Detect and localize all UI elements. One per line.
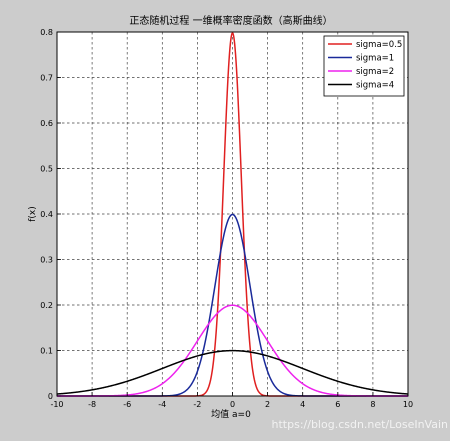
chart-title: 正态随机过程 一维概率密度函数（高斯曲线） xyxy=(129,14,332,27)
y-tick-label: 0 xyxy=(48,392,53,401)
watermark: https://blog.csdn.net/LoseInVain xyxy=(272,418,449,431)
y-tick-label: 0.6 xyxy=(40,119,53,128)
x-tick-label: -4 xyxy=(158,400,166,409)
y-axis-label: f(x) xyxy=(28,206,38,222)
legend-entry-label: sigma=1 xyxy=(356,54,394,64)
x-axis-label: 均值 a=0 xyxy=(211,408,251,420)
y-tick-label: 0.3 xyxy=(40,256,53,265)
x-tick-label: 8 xyxy=(370,400,375,409)
y-tick-label: 0.4 xyxy=(40,210,53,219)
y-tick-label: 0.8 xyxy=(40,28,53,37)
y-tick-label: 0.5 xyxy=(40,165,53,174)
x-tick-label: -6 xyxy=(123,400,131,409)
y-tick-label: 0.2 xyxy=(40,301,53,310)
x-tick-label: -10 xyxy=(50,400,63,409)
x-tick-label: 0 xyxy=(230,400,235,409)
x-tick-label: 4 xyxy=(300,400,305,409)
legend-entry-label: sigma=2 xyxy=(356,67,394,77)
x-tick-label: 6 xyxy=(335,400,340,409)
legend-entry-label: sigma=0.5 xyxy=(356,40,402,50)
tick-labels: -10 -8 -6 -4 -2 0 2 4 6 8 10 0 0.1 0.2 0.3 0.4 0.5 0.6 0.7… xyxy=(40,28,413,409)
legend: sigma=0.5 sigma=1 sigma=2 sigma=4 xyxy=(323,35,405,97)
x-tick-label: -8 xyxy=(88,400,96,409)
x-tick-label: 2 xyxy=(265,400,270,409)
legend-entry-label: sigma=4 xyxy=(356,81,394,91)
series-line-sigma-4 xyxy=(56,349,409,395)
legend-box xyxy=(323,35,405,97)
y-tick-label: 0.7 xyxy=(40,74,53,83)
x-tick-label: -2 xyxy=(193,400,201,409)
x-tick-label: 10 xyxy=(403,400,413,409)
y-tick-label: 0.1 xyxy=(40,347,53,356)
